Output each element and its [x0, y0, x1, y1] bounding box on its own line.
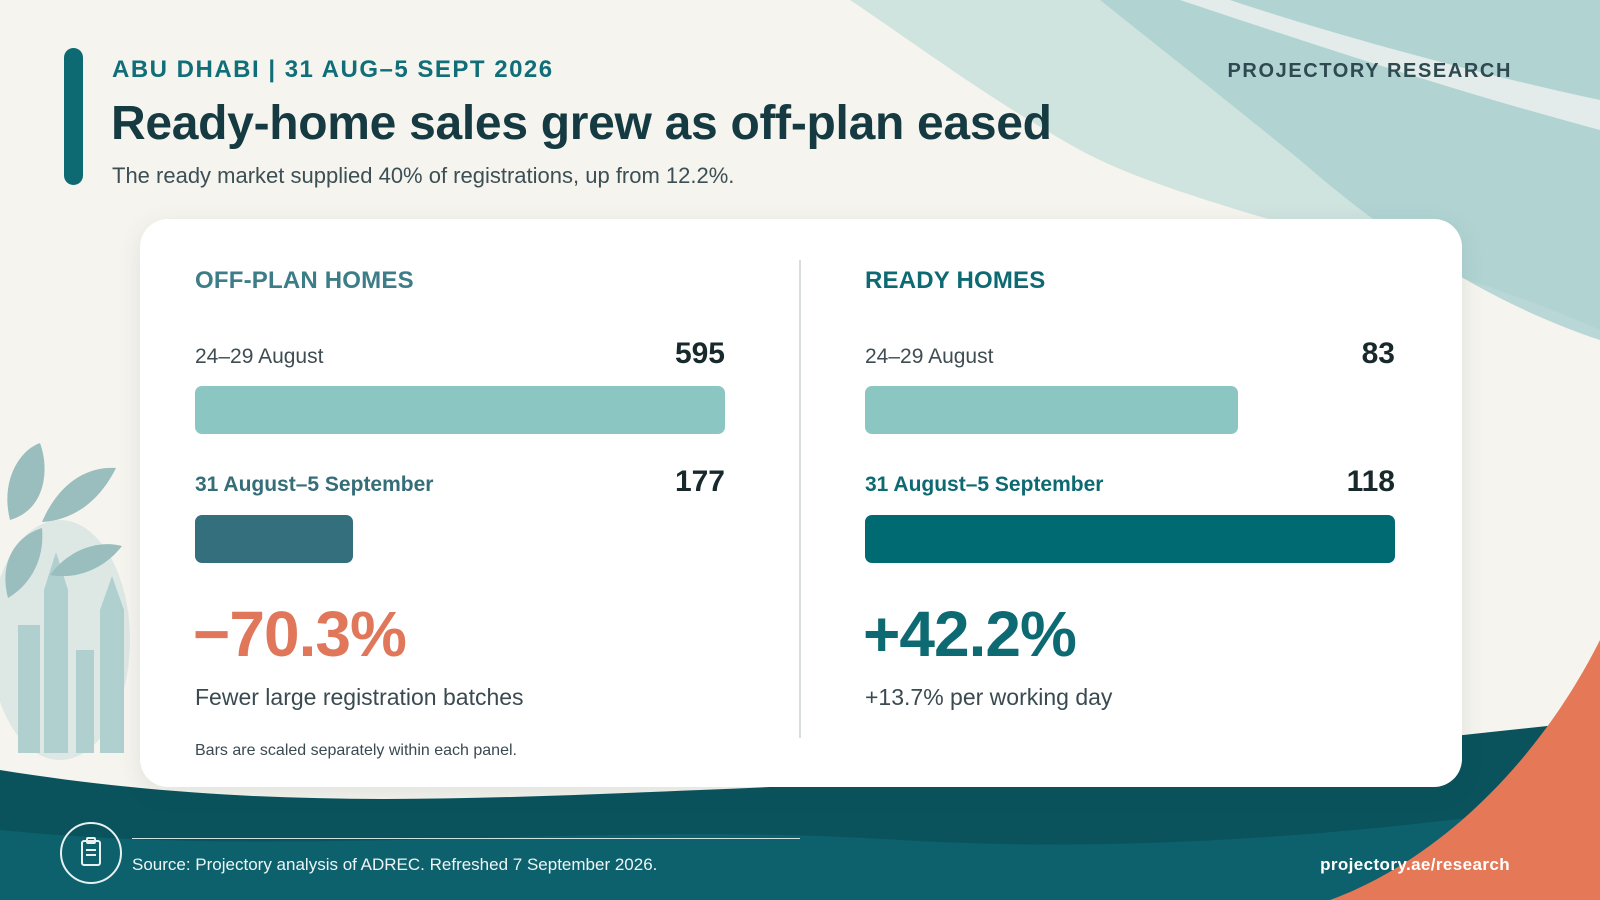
- ready-prev-bar: [865, 386, 1238, 434]
- offplan-panel-title: OFF-PLAN HOMES: [195, 267, 414, 294]
- scale-note: Bars are scaled separately within each p…: [195, 742, 517, 759]
- ready-curr-value: 118: [1346, 465, 1395, 498]
- brand-name: PROJECTORY RESEARCH: [1227, 60, 1512, 82]
- offplan-prev-bar: [195, 386, 725, 434]
- offplan-curr-bar: [195, 515, 353, 563]
- offplan-prev-label: 24–29 August: [195, 345, 324, 368]
- ready-change: +42.2%: [863, 598, 1077, 670]
- panel-divider: [799, 260, 801, 738]
- header-eyebrow: ABU DHABI | 31 AUG–5 SEPT 2026: [112, 56, 554, 83]
- page-subtitle: The ready market supplied 40% of registr…: [112, 163, 735, 188]
- city-silhouette: [0, 443, 130, 760]
- footer-url[interactable]: projectory.ae/research: [1320, 855, 1510, 874]
- offplan-curr-value: 177: [674, 465, 725, 498]
- header-accent-bar: [64, 48, 83, 185]
- offplan-change-note: Fewer large registration batches: [195, 684, 524, 710]
- ready-curr-bar: [865, 515, 1395, 563]
- ready-panel-title: READY HOMES: [865, 267, 1046, 294]
- chart-card: OFF-PLAN HOMES 24–29 August 595 31 Augus…: [140, 219, 1462, 787]
- ready-change-note: +13.7% per working day: [865, 684, 1113, 710]
- document-icon: [60, 822, 122, 884]
- footer-rule: [132, 838, 800, 839]
- offplan-curr-label: 31 August–5 September: [195, 473, 434, 496]
- ready-prev-value: 83: [1361, 337, 1395, 370]
- offplan-prev-value: 595: [674, 337, 725, 370]
- offplan-change: −70.3%: [193, 598, 407, 670]
- ready-curr-label: 31 August–5 September: [865, 473, 1104, 496]
- ready-panel: READY HOMES 24–29 August 83 31 August–5 …: [863, 219, 1395, 787]
- source-note: Source: Projectory analysis of ADREC. Re…: [132, 855, 658, 874]
- offplan-panel: OFF-PLAN HOMES 24–29 August 595 31 Augus…: [193, 219, 725, 787]
- ready-prev-label: 24–29 August: [865, 345, 994, 368]
- page-title: Ready-home sales grew as off-plan eased: [111, 97, 1052, 150]
